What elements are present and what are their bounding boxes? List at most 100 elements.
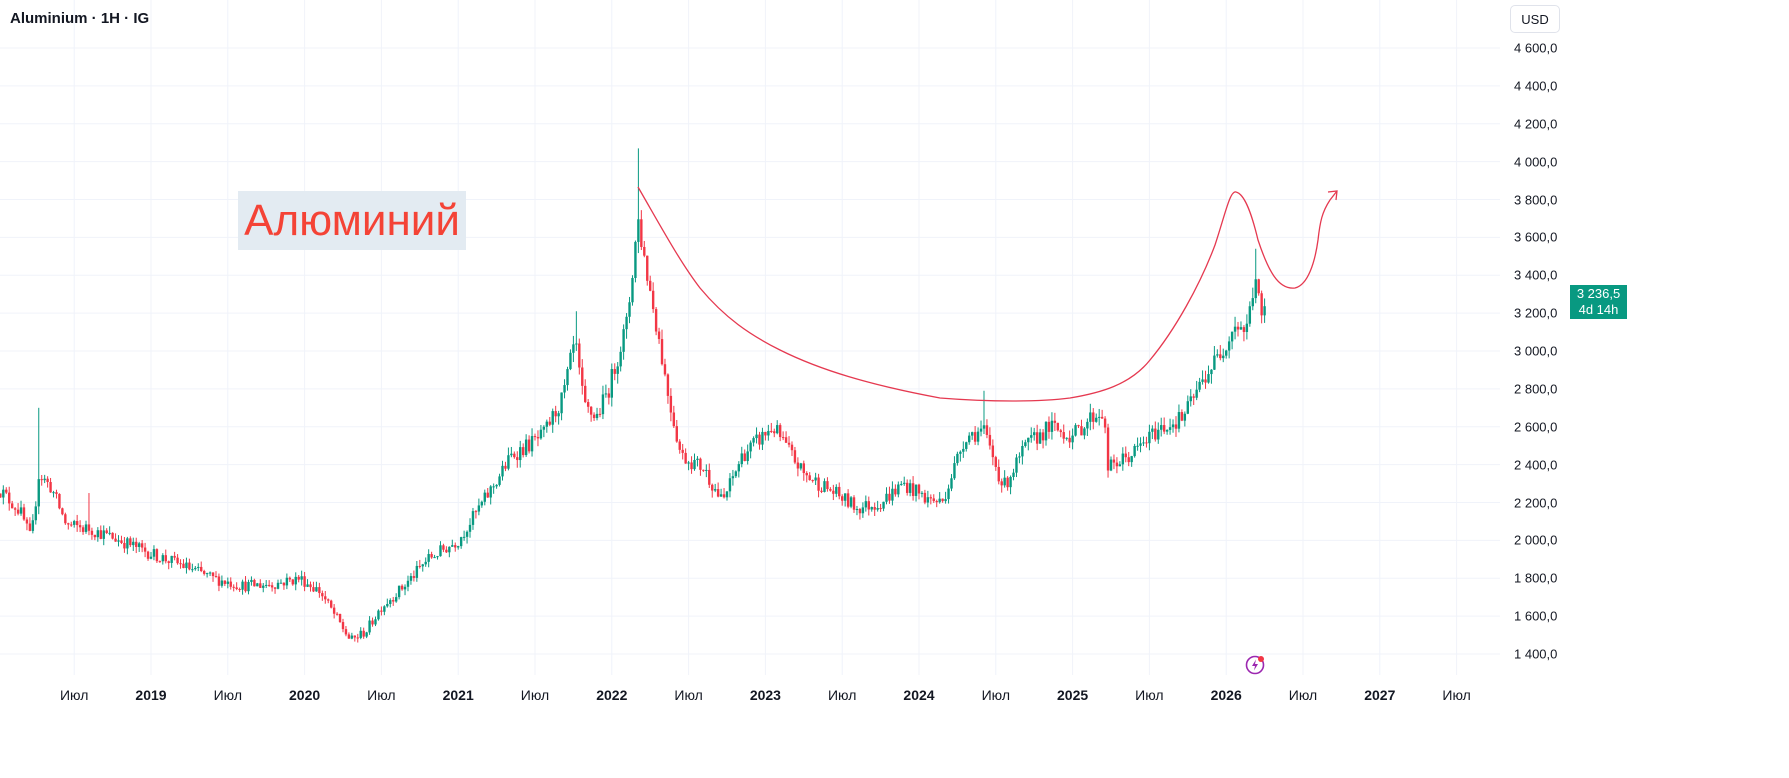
candle — [52, 490, 55, 498]
candle — [1097, 408, 1101, 426]
candle-body — [1257, 279, 1260, 294]
candle-body — [359, 630, 362, 638]
candle-body — [545, 421, 549, 427]
candle — [888, 486, 891, 504]
annotation-label[interactable]: Алюминий — [238, 191, 466, 250]
candle — [439, 541, 442, 557]
cup-and-handle-drawing[interactable] — [637, 186, 1338, 402]
candle-body — [1035, 432, 1039, 444]
candle — [1157, 422, 1160, 444]
candle-body — [19, 507, 23, 514]
candle — [1035, 424, 1039, 451]
candle — [1015, 454, 1018, 478]
candle — [873, 502, 876, 517]
candle-body — [492, 486, 495, 488]
candle-body — [1157, 429, 1160, 440]
candle — [770, 422, 773, 433]
candle — [99, 525, 102, 540]
candle — [637, 148, 640, 254]
candle-body — [129, 538, 132, 546]
candle — [64, 512, 67, 525]
candle — [1192, 393, 1195, 406]
price-tick-label: 4 400,0 — [1514, 78, 1558, 94]
candle-body — [1012, 472, 1015, 477]
candle-body — [731, 476, 735, 479]
candle — [1139, 437, 1142, 453]
candle-body — [1047, 421, 1051, 432]
candle-body — [802, 463, 805, 474]
candle — [976, 427, 980, 446]
candle — [1177, 404, 1181, 433]
candle — [669, 388, 673, 422]
candle — [1248, 301, 1252, 327]
candle-body — [315, 587, 318, 592]
candle — [752, 436, 755, 447]
candle-body — [507, 455, 510, 469]
candle-body — [533, 436, 537, 438]
candle-body — [93, 534, 97, 538]
candle — [300, 570, 303, 586]
candle — [335, 612, 339, 616]
candle-body — [2, 489, 5, 498]
candle-body — [1248, 306, 1252, 324]
candle-body — [202, 571, 206, 574]
candle-body — [982, 425, 986, 429]
candle-body — [200, 566, 203, 572]
candle — [179, 559, 182, 569]
price-tick-label: 1 800,0 — [1514, 570, 1558, 586]
candle-body — [654, 309, 658, 332]
candle-body — [696, 458, 699, 460]
candle-body — [214, 576, 218, 578]
time-tick-label: 2023 — [749, 687, 781, 703]
candle-body — [1183, 413, 1187, 421]
candle-body — [273, 587, 277, 589]
candle-body — [1106, 427, 1110, 471]
candle-body — [1227, 341, 1231, 351]
price-tick-label: 3 400,0 — [1514, 267, 1558, 283]
candle-body — [400, 585, 404, 590]
candle-body — [711, 484, 714, 491]
candle — [406, 575, 410, 592]
candle — [46, 476, 49, 488]
candle-body — [471, 511, 475, 525]
flash-event-icon[interactable] — [1245, 655, 1265, 675]
candle — [545, 419, 549, 433]
candle-body — [740, 453, 743, 465]
candle — [740, 446, 743, 468]
candle-body — [0, 493, 2, 498]
candle-body — [690, 462, 693, 470]
candle-body — [962, 448, 965, 452]
candle — [362, 627, 365, 639]
candle-body — [102, 530, 105, 539]
price-tick-label: 2 600,0 — [1514, 419, 1558, 435]
candle — [185, 557, 188, 574]
candle — [829, 487, 832, 492]
candle — [312, 581, 315, 593]
candle — [908, 479, 912, 497]
candle — [1030, 427, 1033, 443]
candle — [755, 427, 758, 444]
candle-body — [876, 508, 879, 510]
candle — [584, 379, 587, 404]
symbol-title[interactable]: Aluminium · 1H · IG — [10, 10, 150, 27]
candle-body — [563, 385, 566, 393]
candle-body — [841, 496, 844, 501]
arrow-head — [1327, 190, 1338, 201]
candle — [527, 435, 531, 454]
candle — [108, 526, 111, 536]
candle — [879, 503, 882, 512]
candle — [10, 500, 14, 509]
candle-body — [1148, 431, 1151, 444]
candle-body — [442, 545, 445, 550]
candle-body — [73, 521, 76, 525]
candle-body — [176, 557, 179, 564]
candle-body — [1086, 421, 1089, 429]
currency-button[interactable]: USD — [1510, 5, 1560, 33]
candle-body — [660, 339, 664, 365]
candle-body — [551, 411, 554, 425]
candle-body — [657, 331, 661, 340]
candle — [601, 385, 605, 420]
candle — [259, 579, 262, 589]
candle-body — [737, 464, 741, 472]
candle — [572, 335, 575, 363]
